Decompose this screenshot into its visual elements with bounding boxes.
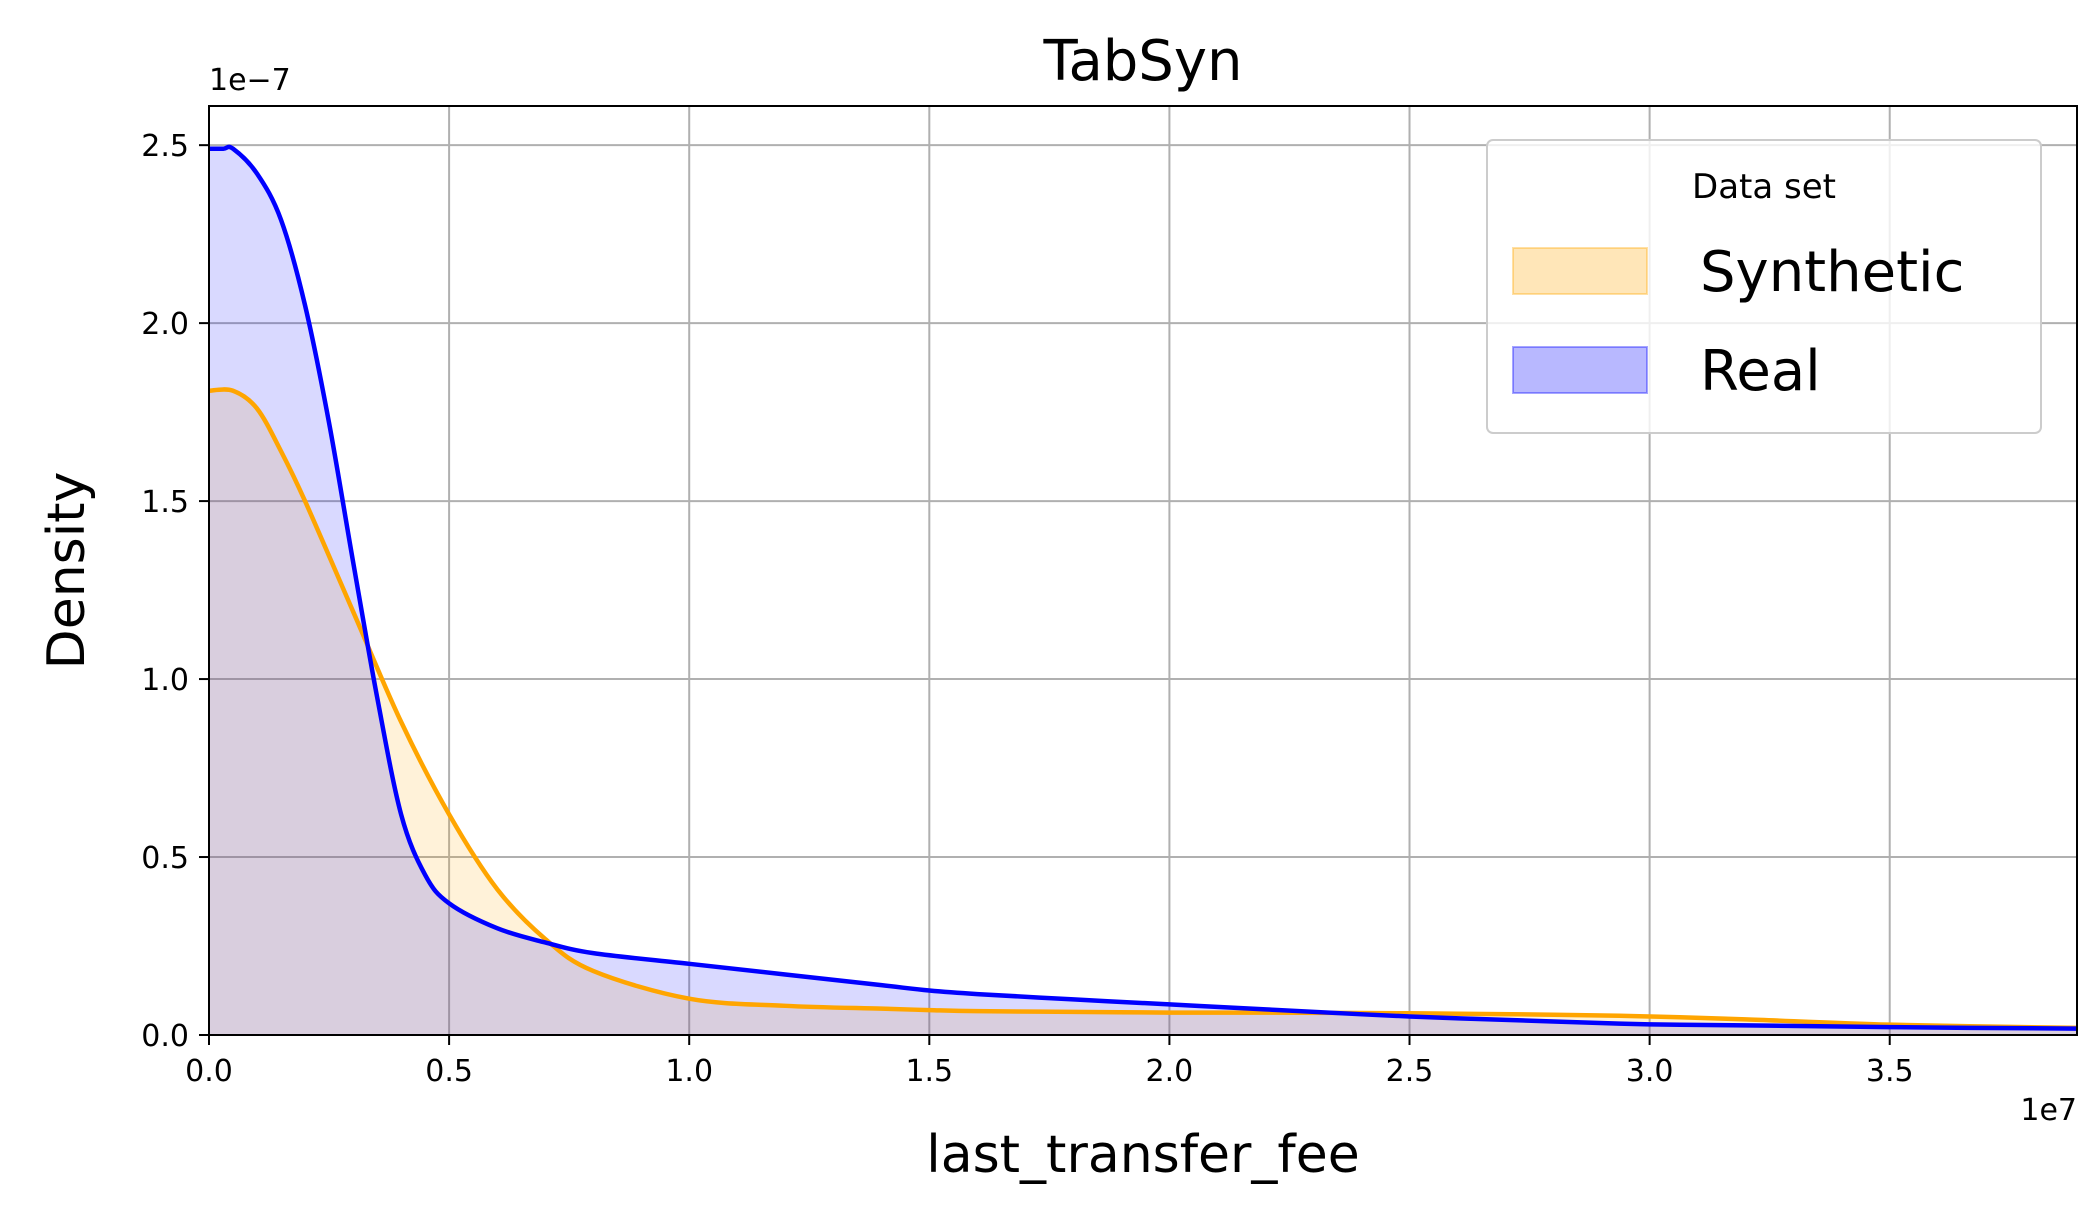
y-tick-label-5: 2.5 xyxy=(141,129,189,164)
legend-box xyxy=(1486,139,2042,434)
x-tick-label-2: 1.0 xyxy=(665,1054,713,1089)
x-tick-label-0: 0.0 xyxy=(185,1054,233,1089)
y-axis-offset-text: 1e−7 xyxy=(209,63,291,98)
y-tick-label-1: 0.5 xyxy=(141,841,189,876)
density-line-synthetic xyxy=(208,387,2078,1031)
series-lines xyxy=(208,144,2078,1031)
density-line-real xyxy=(209,144,2078,1031)
x-tick-label-7: 3.5 xyxy=(1866,1054,1914,1089)
legend-swatch-synthetic xyxy=(1512,247,1648,295)
x-tick-label-5: 2.5 xyxy=(1386,1054,1434,1089)
x-tick-label-1: 0.5 xyxy=(425,1054,473,1089)
x-axis-offset-text: 1e7 xyxy=(2020,1093,2077,1128)
series-fills xyxy=(209,146,2077,1036)
y-tick-label-3: 1.5 xyxy=(141,485,189,520)
legend-label-real: Real xyxy=(1700,339,1821,404)
y-tick-label-4: 2.0 xyxy=(141,307,189,342)
x-tick-label-3: 1.5 xyxy=(905,1054,953,1089)
axis-ticks: 0.0 0.5 1.0 1.5 2.0 2.5 3.0 3.5 0.0 0.5 1.0 1.5 2.0 2… xyxy=(141,129,1913,1089)
plot-frame xyxy=(208,105,2078,1036)
y-axis-label: Density xyxy=(37,472,97,670)
legend-swatch-real xyxy=(1512,346,1648,394)
legend-title: Data set xyxy=(1692,167,1836,207)
x-tick-label-6: 3.0 xyxy=(1626,1054,1674,1089)
legend-label-synthetic: Synthetic xyxy=(1700,240,1964,305)
y-tick-label-2: 1.0 xyxy=(141,663,189,698)
y-tick-label-0: 0.0 xyxy=(141,1019,189,1054)
area-fill-real xyxy=(209,146,2077,1036)
area-fill-synthetic xyxy=(209,389,2077,1035)
x-axis-label: last_transfer_fee xyxy=(926,1125,1359,1185)
legend: Data set Synthetic Real xyxy=(1486,139,2042,434)
chart-title: TabSyn xyxy=(1043,29,1243,94)
x-tick-label-4: 2.0 xyxy=(1146,1054,1194,1089)
